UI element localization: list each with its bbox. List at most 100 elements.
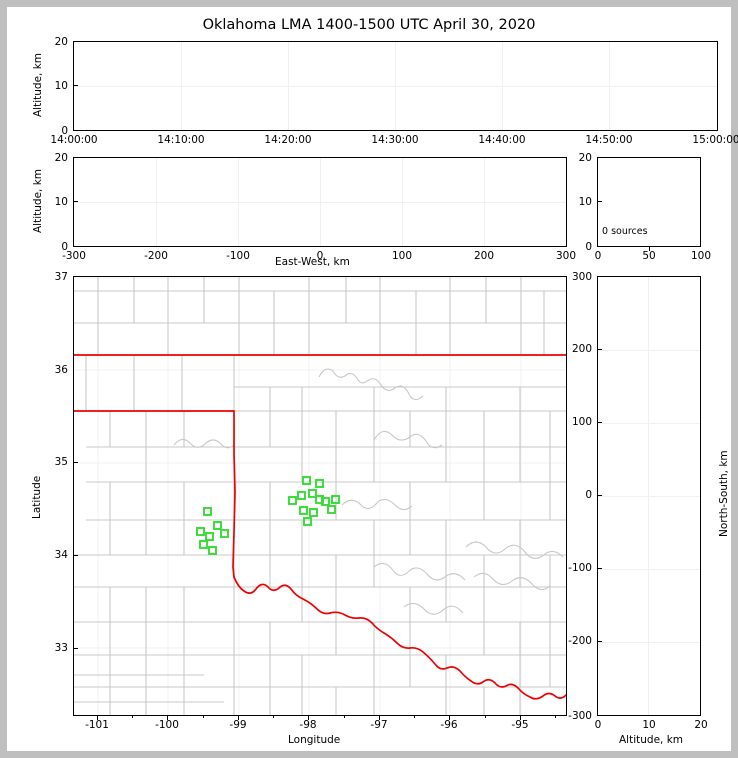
axis-tick-minor	[485, 716, 486, 719]
axis-tick	[74, 555, 78, 556]
y-axis-label: Latitude	[31, 475, 43, 519]
axis-tick	[308, 716, 309, 720]
gridline	[598, 496, 700, 497]
x-axis-label: Altitude, km	[619, 734, 684, 746]
y-tick-label: -200	[568, 635, 592, 647]
axis-tick	[379, 716, 380, 720]
axis-tick-minor	[273, 716, 274, 719]
x-tick-label: 100	[690, 250, 712, 262]
x-tick-label: -98	[299, 719, 317, 731]
gridline	[395, 42, 396, 130]
y-tick-label: 0	[585, 241, 592, 253]
gridline	[598, 423, 700, 424]
y-axis-label: Altitude, km	[32, 168, 44, 233]
time-height-panel[interactable]	[73, 41, 718, 131]
y-tick-label: 300	[571, 271, 592, 283]
axis-tick	[520, 716, 521, 720]
gridline	[402, 158, 403, 246]
y-tick-label: -300	[568, 710, 592, 722]
axis-tick	[598, 422, 602, 423]
gridline	[238, 158, 239, 246]
y-tick-label: 0	[61, 241, 68, 253]
figure-canvas: Oklahoma LMA 1400-1500 UTC April 30, 202…	[7, 7, 738, 751]
y-tick-label: 20	[54, 152, 68, 164]
axis-tick	[74, 462, 78, 463]
y-tick-label: 200	[571, 343, 592, 355]
x-tick-label: -100	[226, 250, 250, 262]
x-tick-label: 100	[391, 250, 413, 262]
y-tick-label: 0	[61, 125, 68, 137]
x-tick-label: 200	[473, 250, 495, 262]
axis-tick	[238, 716, 239, 720]
x-tick-label: 300	[555, 250, 577, 262]
axis-tick	[598, 641, 602, 642]
x-axis-label: Longitude	[288, 734, 341, 746]
state-border-oklahoma	[74, 354, 566, 700]
x-tick-label: 0	[594, 250, 602, 262]
x-tick-label: 20	[694, 719, 708, 731]
county-boundaries	[74, 277, 566, 715]
x-tick-label: 14:50:00	[585, 134, 633, 146]
x-tick-label: -99	[229, 719, 247, 731]
map-panel[interactable]	[73, 276, 567, 716]
x-tick-label: 14:30:00	[371, 134, 419, 146]
axis-tick	[449, 716, 450, 720]
axis-tick-minor	[203, 716, 204, 719]
y-tick-label: 35	[54, 456, 68, 468]
gridline	[156, 158, 157, 246]
x-tick-label: -101	[85, 719, 109, 731]
y-tick-label: 36	[54, 364, 68, 376]
gridline	[288, 42, 289, 130]
x-tick-label: 0	[316, 250, 324, 262]
gridline	[502, 42, 503, 130]
y-tick-label: -100	[568, 562, 592, 574]
y-tick-label: 10	[578, 196, 592, 208]
x-tick-label: -100	[155, 719, 179, 731]
x-tick-label: 14:40:00	[478, 134, 526, 146]
y-tick-label: 10	[54, 196, 68, 208]
gridline	[609, 42, 610, 130]
axis-tick	[74, 85, 78, 86]
north-south-altitude-panel[interactable]	[597, 276, 701, 716]
x-tick-label: -97	[370, 719, 388, 731]
axis-tick	[167, 716, 168, 720]
axis-tick	[598, 495, 602, 496]
y-tick-label: 34	[54, 549, 68, 561]
x-tick-label: 14:20:00	[264, 134, 312, 146]
axis-tick	[598, 349, 602, 350]
gridline	[598, 350, 700, 351]
axis-tick	[598, 201, 602, 202]
y-axis-label: Altitude, km	[32, 52, 44, 117]
axis-tick-minor	[555, 716, 556, 719]
gridline	[484, 158, 485, 246]
axis-tick-minor	[344, 716, 345, 719]
x-tick-label: 0	[594, 719, 602, 731]
axis-tick-minor	[132, 716, 133, 719]
x-tick-label: -300	[62, 250, 86, 262]
x-tick-label: -200	[144, 250, 168, 262]
y-tick-label: 0	[585, 489, 592, 501]
x-axis-label: East-West, km	[275, 256, 350, 268]
y-tick-label: 33	[54, 642, 68, 654]
source-histogram-panel[interactable]: 0 sources	[597, 157, 701, 247]
east-west-altitude-panel[interactable]	[73, 157, 567, 247]
gridline	[320, 158, 321, 246]
y-tick-label: 37	[54, 271, 68, 283]
x-tick-label: 14:10:00	[157, 134, 205, 146]
gridline	[598, 642, 700, 643]
y-tick-label: 20	[54, 36, 68, 48]
y-axis-label: North-South, km	[718, 450, 730, 537]
source-count-annotation: 0 sources	[602, 226, 648, 237]
x-tick-label: 50	[642, 250, 656, 262]
x-tick-label: 10	[642, 719, 656, 731]
map-graphic	[74, 277, 566, 715]
y-tick-label: 10	[54, 80, 68, 92]
axis-tick	[598, 568, 602, 569]
axis-tick-minor	[414, 716, 415, 719]
x-tick-label: 15:00:00	[692, 134, 738, 146]
axis-tick	[74, 648, 78, 649]
x-tick-label: -96	[440, 719, 458, 731]
x-tick-label: -95	[511, 719, 529, 731]
gridline	[598, 569, 700, 570]
y-tick-label: 20	[578, 152, 592, 164]
